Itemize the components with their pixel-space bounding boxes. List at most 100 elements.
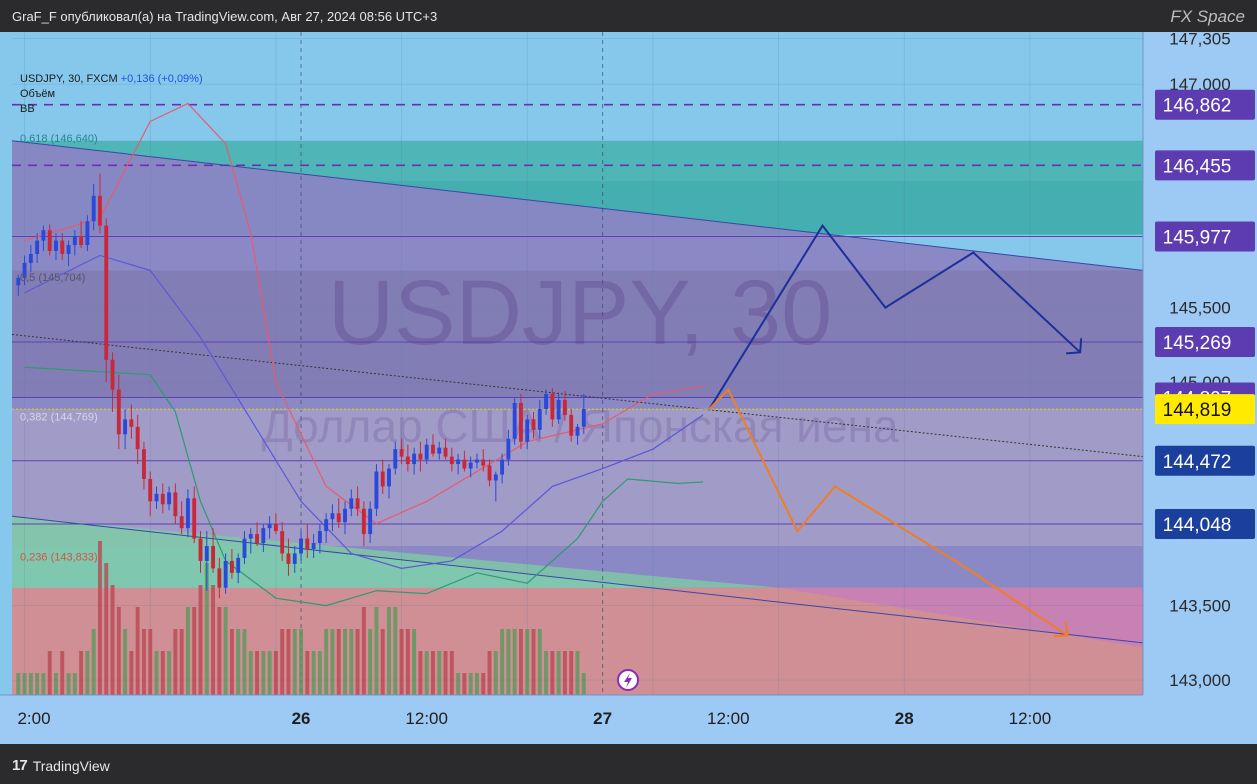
candle-body [47,230,52,252]
volume-bar [493,651,498,695]
volume-bar [581,673,586,695]
price-badge [1155,150,1255,181]
volume-bar [267,651,272,695]
volume-bar [85,651,90,695]
candle-body [506,438,511,460]
volume-bar [418,651,423,695]
volume-bar [248,651,253,695]
fib-level-label: 0,382 (144,769) [20,412,98,424]
candle-body [537,408,542,430]
volume-bar [129,651,134,695]
volume-bar [160,651,165,695]
scenario-up-path [708,223,1081,410]
volume-bar [481,673,486,695]
candle-body [424,444,429,460]
candle-body [531,419,536,430]
bottom-bar: 17 TradingView [0,744,1257,784]
volume-bar [500,629,505,695]
tradingview-logo-text: TradingView [32,757,110,774]
volume-bar [299,629,303,695]
candle-body [129,419,134,427]
candle-body [66,245,71,254]
price-badge [1155,508,1255,539]
candle-body [456,459,461,465]
legend-indicator-volume[interactable]: Объём [20,88,56,100]
volume-bar [575,651,580,695]
scenario-down-path [708,387,1069,637]
volume-bar [167,651,172,695]
candle-body [135,426,140,450]
candle-body [179,516,184,529]
volume-bar [355,629,360,695]
time-axis-tick: 2:00 [17,709,50,728]
scenario-up-arrowhead [1066,338,1083,355]
volume-bar [562,651,567,695]
candle-body [223,560,228,588]
candle-body [562,400,567,415]
volume-bar [324,629,329,695]
candle-body [437,447,442,454]
fib-level-label: 0,618 (146,640) [20,133,98,145]
candle-body [519,402,523,442]
volume-bar [47,651,52,695]
candle-body [305,538,310,549]
candle-body [54,240,58,252]
volume-bar [154,651,159,695]
volume-bar [431,651,435,695]
volume-bar [456,673,461,695]
price-chart[interactable]: USDJPY, 30 Доллар США / Японская иена 0,61… [0,30,1257,744]
volume-bar [361,607,366,695]
candle-body [361,508,366,535]
candle-body [443,447,448,457]
price-axis-tick: 147,000 [1169,75,1230,94]
legend-indicator-bb[interactable]: BB [20,103,35,115]
candle-body [525,419,530,442]
volume-bar [91,629,96,695]
tradingview-logo[interactable]: 17 TradingView [12,757,110,774]
channel-upper-line [12,140,1143,271]
legend-symbol-row: USDJPY, 30, FXCM +0,136 (+0,09%) [20,72,203,87]
chart-area[interactable]: USDJPY, 30 Доллар США / Японская иена 0,61… [0,30,1257,744]
candle-body [399,449,404,457]
candle-body [330,513,335,520]
volume-bar [217,607,222,695]
volume-bar [35,673,40,695]
volume-bar [204,563,209,695]
candle-body [204,546,209,561]
volume-bar [54,673,58,695]
fib-level-label: 0,236 (143,833) [20,551,98,563]
volume-bar [110,585,115,695]
candle-body [336,513,341,523]
volume-bar [368,629,373,695]
candle-body [192,498,197,539]
candle-body [248,534,253,539]
candle-body [217,568,222,588]
volume-bar [123,629,128,695]
candle-body [273,523,278,532]
volume-bar [185,607,190,695]
volume-bar [261,651,266,695]
candle-body [431,444,435,454]
watermark-title: USDJPY, 30 [328,262,833,364]
volume-bar [519,629,523,695]
candle-body [28,253,33,263]
volume-bar [41,673,46,695]
volume-bar [148,629,153,695]
candle-body [116,389,121,435]
candle-body [299,538,303,554]
candle-body [481,459,486,466]
candle-body [236,557,241,573]
volume-bar [280,629,285,695]
volume-bar [60,651,65,695]
candle-body [468,462,473,469]
candle-body [123,419,128,435]
volume-bar [380,629,385,695]
volume-bar [387,607,391,695]
candle-body [261,528,266,544]
volume-bar [424,651,429,695]
volume-bar [198,585,203,695]
watermark-subtitle: Доллар США / Японская иена [261,400,898,452]
price-badge-label: 144,819 [1163,400,1232,421]
volume-bar [475,673,479,695]
volume-bar [393,607,398,695]
